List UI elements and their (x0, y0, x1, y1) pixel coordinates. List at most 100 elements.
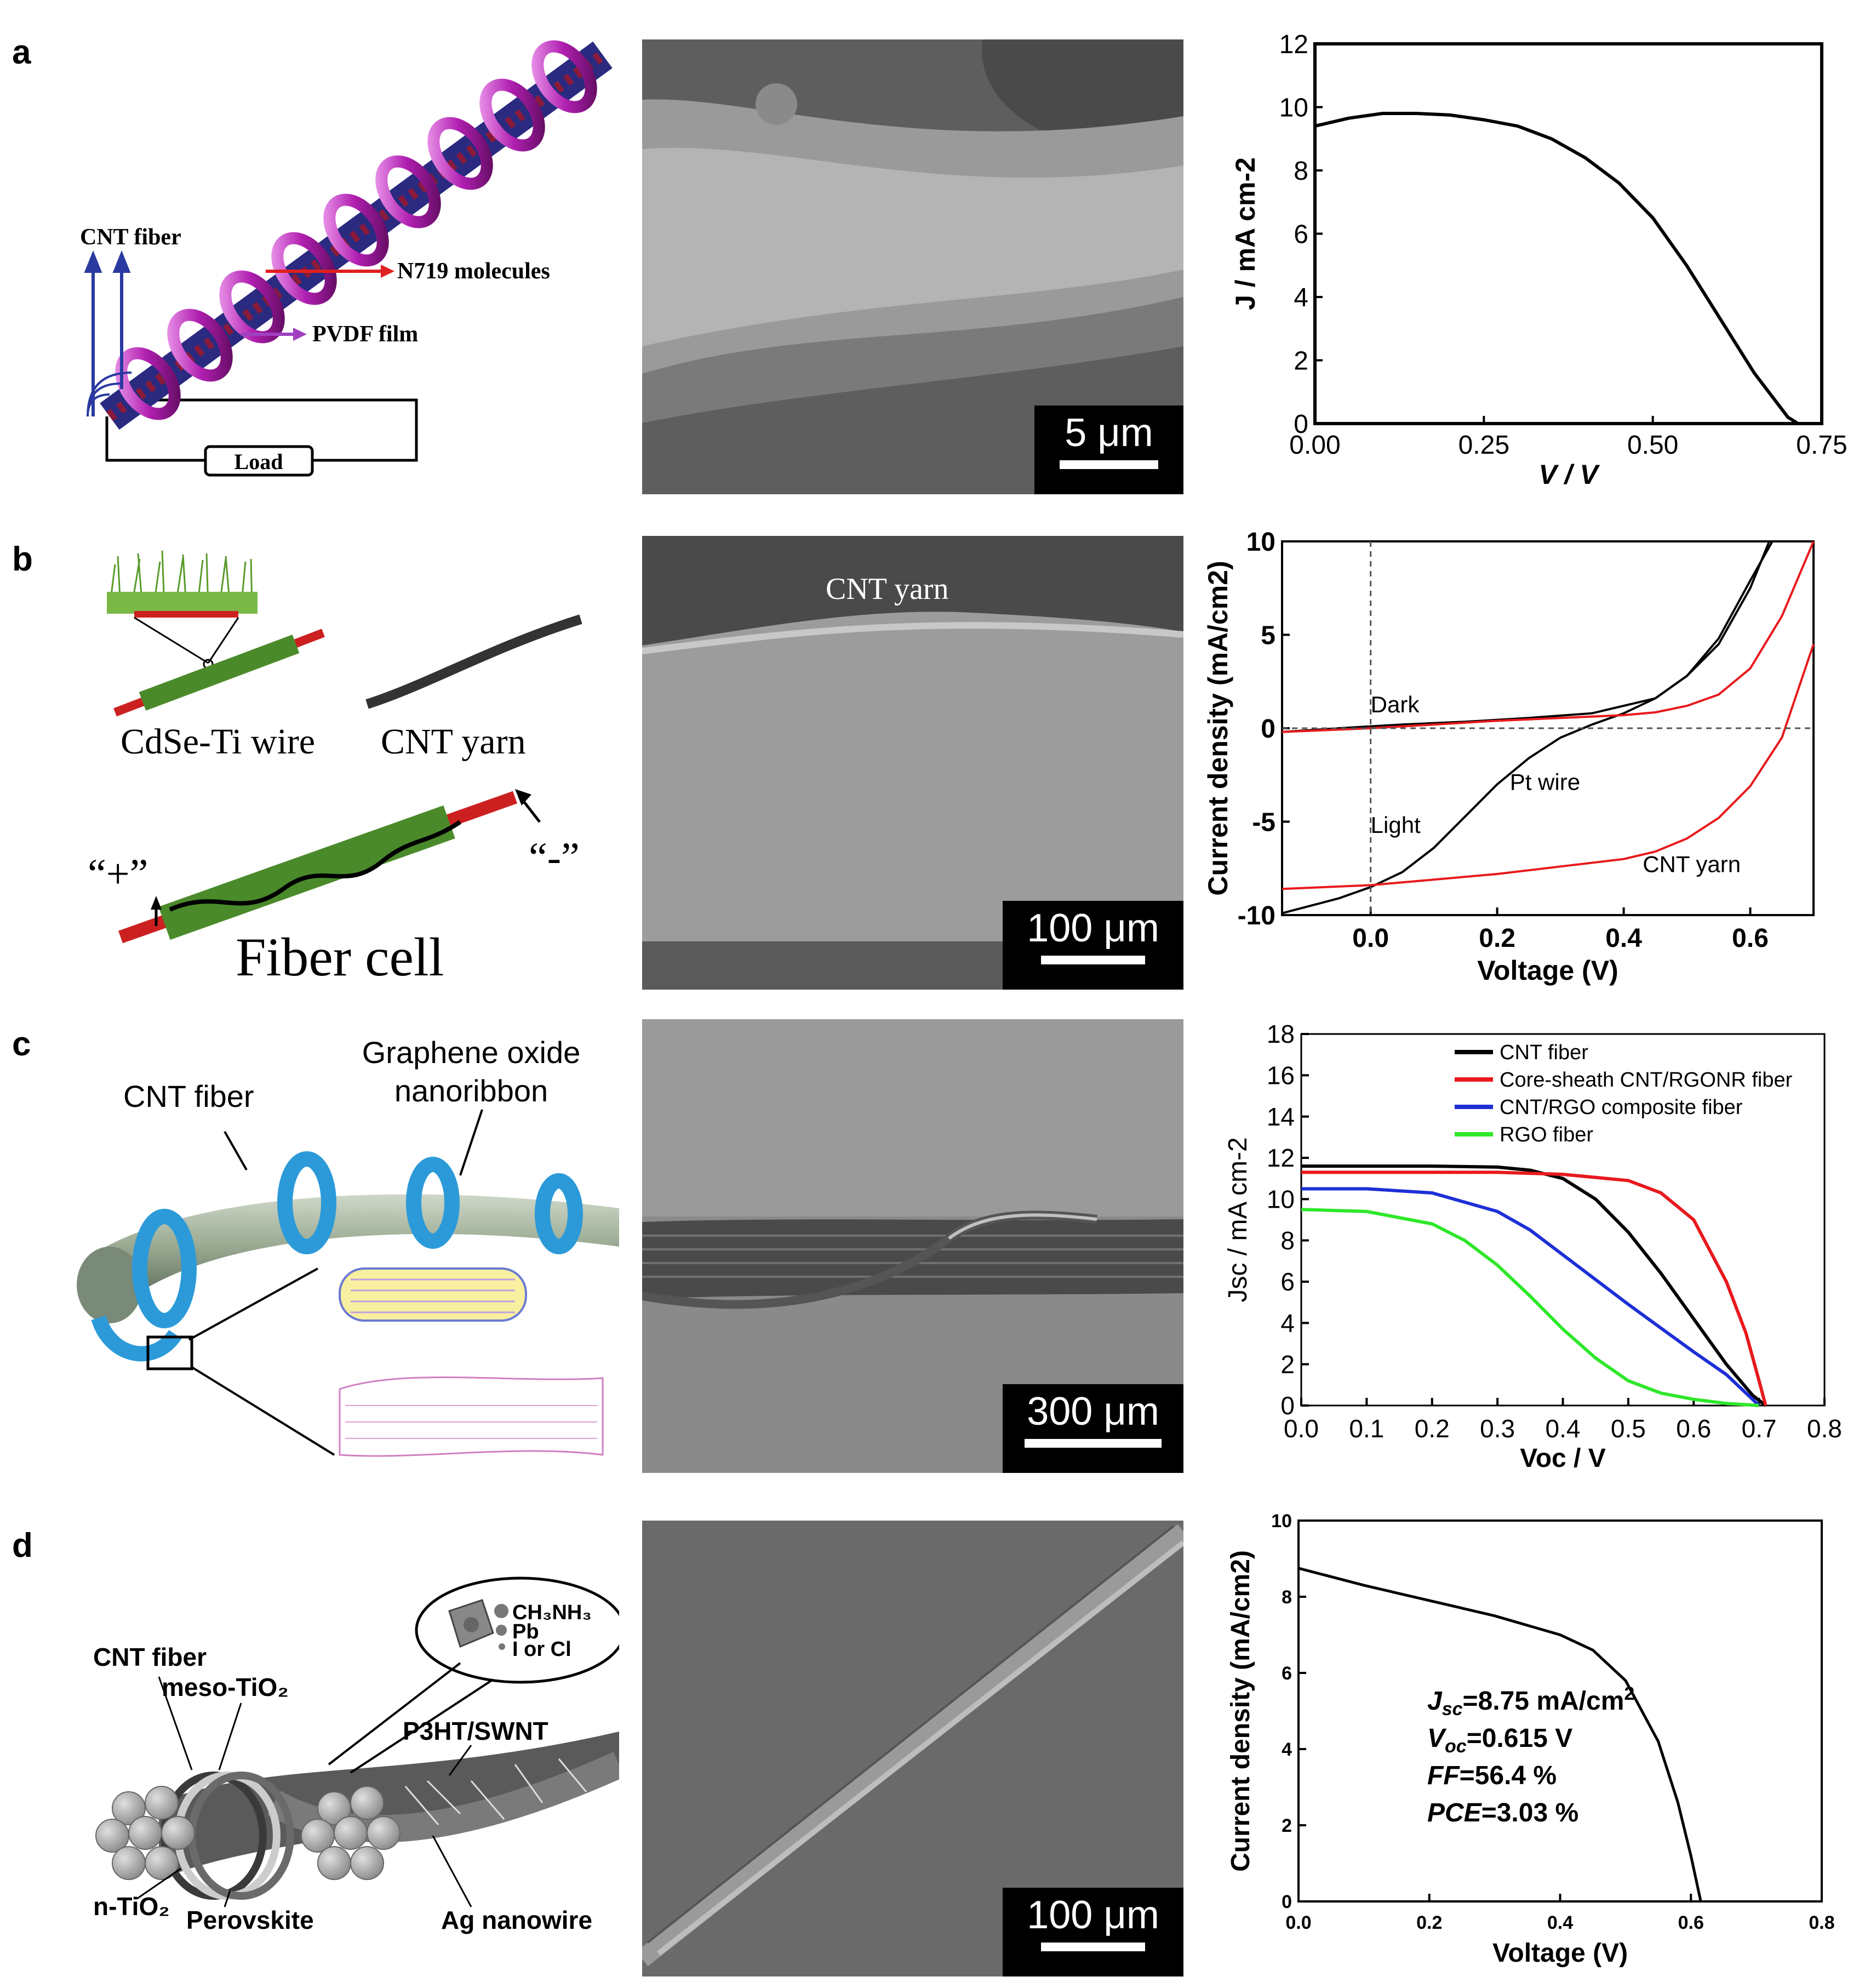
meso-tio2-label: meso-TiO₂ (162, 1673, 289, 1701)
cdse-label: CdSe-Ti wire (121, 722, 315, 762)
load-box (204, 445, 314, 477)
iorcl-label: I or Cl (512, 1638, 571, 1661)
series-line-cnt-rgo-composite-fiber (1301, 1187, 1760, 1407)
legend-label: Core-sheath CNT/RGONR fiber (1500, 1069, 1793, 1092)
y-tick-label: -5 (1252, 808, 1275, 837)
annotation-cnt-yarn: CNT yarn (1643, 852, 1741, 877)
x-tick-label: 0.2 (1479, 924, 1515, 953)
panel-letter-c: c (12, 1025, 31, 1063)
y-tick-label: 18 (1267, 1020, 1295, 1048)
x-axis-label: V / V (1538, 459, 1600, 490)
series-line-0 (1314, 112, 1799, 425)
sem-image-b: CNT yarn 100 μm (642, 536, 1183, 990)
plus-label: “+” (88, 851, 148, 897)
y-tick-label: 4 (1280, 1309, 1295, 1337)
plot-frame (1313, 42, 1823, 425)
schematic-c-core-sheath-fiber: CNT fiber Graphene oxide nanoribbon (77, 1035, 619, 1457)
y-tick-label: 0 (1294, 410, 1308, 439)
cnt-tube-graphic (339, 1267, 527, 1322)
ag-nanowire-label: Ag nanowire (441, 1906, 592, 1934)
sem-image-d: 100 μm (642, 1521, 1183, 1976)
y-tick-label: 2 (1282, 1815, 1292, 1836)
legend-label: CNT/RGO composite fiber (1500, 1096, 1743, 1119)
cnt-yarn-label: CNT yarn (381, 722, 526, 762)
legend-label: CNT fiber (1500, 1041, 1588, 1064)
x-tick-label: 0.3 (1480, 1414, 1515, 1443)
y-axis-label: J / mA cm-2 (1230, 157, 1261, 310)
y-tick-label: 0 (1282, 1892, 1292, 1912)
scale-bar-b: 100 μm (1003, 901, 1183, 990)
x-tick-label: 0.0 (1284, 1414, 1319, 1443)
legend-label: RGO fiber (1500, 1123, 1593, 1146)
x-tick-label: 0.50 (1627, 431, 1678, 460)
y-tick-label: 2 (1280, 1350, 1295, 1379)
x-tick-label: 0.6 (1676, 1414, 1711, 1443)
ch3nh3-label: CH₃NH₃ (512, 1601, 592, 1624)
perovskite-label: Perovskite (186, 1906, 314, 1934)
panel-letter-b: b (12, 540, 33, 578)
x-axis-label: Voltage (V) (1492, 1939, 1628, 1968)
scale-bar-c: 300 μm (1003, 1384, 1183, 1473)
y-tick-label: 6 (1294, 220, 1308, 249)
y-tick-label: 6 (1280, 1267, 1295, 1296)
y-tick-label: 8 (1294, 157, 1308, 186)
series-line-2 (1282, 541, 1815, 733)
y-tick-label: 10 (1267, 1185, 1295, 1213)
p3ht-label: P3HT/SWNT (403, 1717, 548, 1745)
y-tick-label: 4 (1282, 1739, 1292, 1760)
panel-letter-d: d (12, 1527, 33, 1564)
metric-annotation-2: FF=56.4 % (1427, 1761, 1557, 1790)
x-tick-label: 0.7 (1742, 1414, 1777, 1443)
y-tick-label: 8 (1280, 1226, 1295, 1255)
panel-letter-a: a (12, 33, 31, 71)
series-line-1 (1282, 541, 1774, 915)
y-tick-label: 10 (1246, 528, 1275, 557)
y-tick-label: 5 (1261, 621, 1275, 650)
x-tick-label: 0.5 (1611, 1414, 1646, 1443)
y-tick-label: 14 (1267, 1102, 1295, 1131)
series-line-0 (1298, 1567, 1702, 1902)
chart-b-jv-curves: 0.0 0.2 0.4 0.6 10 5 0 -5 -10 Voltage (V) Current … (1203, 528, 1815, 986)
x-tick-label: 0.6 (1678, 1912, 1704, 1933)
cnt-fiber-label-d: CNT fiber (93, 1643, 207, 1671)
x-tick-label: 0.0 (1285, 1912, 1311, 1933)
x-axis-label: Voc / V (1520, 1444, 1606, 1473)
y-axis-label: Current density (mA/cm2) (1226, 1550, 1255, 1872)
sem-c-texture (642, 1019, 1183, 1473)
y-tick-label: 4 (1294, 283, 1308, 312)
x-tick-label: 0.8 (1807, 1414, 1842, 1443)
sem-image-a: 5 μm (642, 39, 1183, 494)
metric-annotation-1: Voc=0.615 V (1427, 1724, 1572, 1757)
y-axis-label: Current density (mA/cm2) (1203, 561, 1233, 895)
schematic-d-perovskite-fiber: CH₃NH₃ Pb I or Cl CNT fiber meso-TiO₂ P3… (93, 1576, 619, 1934)
x-tick-label: 0.4 (1546, 1414, 1581, 1443)
sem-cnt-yarn-label: CNT yarn (826, 572, 949, 606)
series-line-rgo-fiber (1301, 1208, 1759, 1407)
sem-image-c: 300 μm (642, 1019, 1183, 1473)
x-tick-label: 0.1 (1349, 1414, 1384, 1443)
x-tick-label: 0.2 (1415, 1414, 1450, 1443)
minus-label: “-” (529, 835, 580, 881)
metric-annotation-0: Jsc=8.75 mA/cm2 (1427, 1683, 1634, 1719)
scale-bar-d: 100 μm (1003, 1888, 1183, 1976)
y-tick-label: 10 (1271, 1511, 1292, 1532)
x-tick-label: 0.2 (1416, 1912, 1442, 1933)
x-tick-label: 0.00 (1289, 431, 1340, 460)
y-axis-label: Jsc / mA cm-2 (1223, 1137, 1252, 1302)
x-axis-label: Voltage (V) (1477, 955, 1618, 986)
series-line-core-sheath-cnt-rgonr-fiber (1301, 1170, 1768, 1406)
go-label-line1: Graphene oxide (362, 1035, 581, 1070)
x-tick-label: 0.75 (1796, 431, 1847, 460)
cnt-fiber-label: CNT fiber (80, 225, 181, 250)
y-tick-label: 0 (1261, 715, 1275, 744)
fiber-cell-label: Fiber cell (236, 927, 444, 987)
series-line-0 (1282, 541, 1771, 733)
y-tick-label: 12 (1279, 30, 1308, 59)
y-tick-label: 12 (1267, 1144, 1295, 1172)
x-tick-label: 0.6 (1732, 924, 1769, 953)
chart-a-jv-curve: 0.00 0.25 0.50 0.75 0 2 4 6 8 10 12 V / V J / mA cm-… (1230, 30, 1847, 490)
pb-label: Pb (512, 1620, 539, 1643)
pvdf-label: PVDF film (312, 322, 418, 347)
y-tick-label: 16 (1267, 1061, 1295, 1089)
chart-c-jv-curves: 0.0 0.1 0.2 0.3 0.4 0.5 0.6 0.7 0.8 0 2 4 6 8 10 12 14 16… (1223, 1020, 1842, 1473)
